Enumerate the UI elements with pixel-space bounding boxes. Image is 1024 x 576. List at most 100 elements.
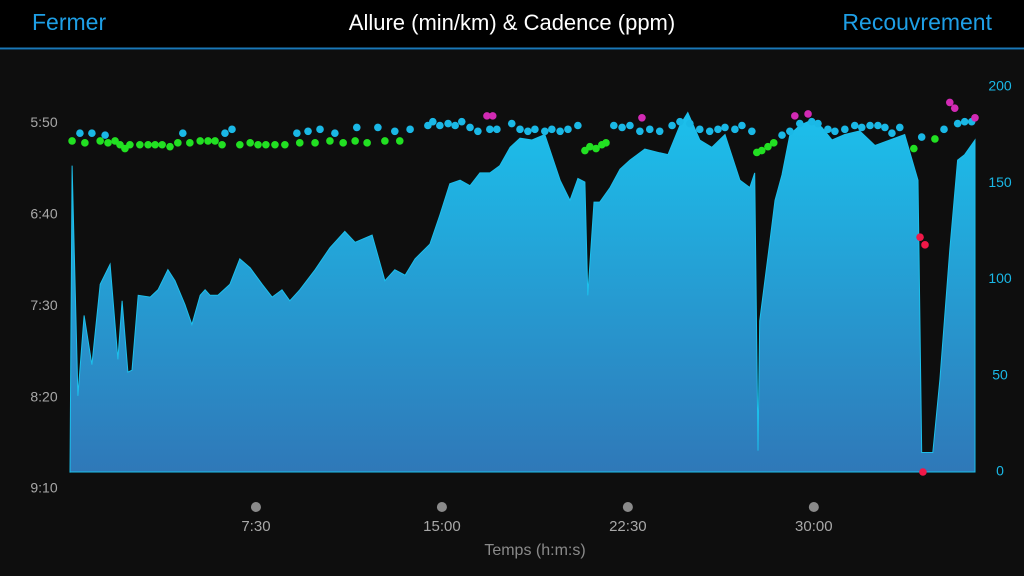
cadence-point [916, 233, 924, 241]
x-tick-dot [808, 502, 819, 512]
cadence-point [586, 142, 594, 151]
cadence-point [395, 137, 404, 145]
cadence-point [483, 112, 491, 120]
cadence-point [524, 127, 532, 136]
cadence-point [574, 121, 582, 130]
cadence-point [174, 139, 182, 147]
cadence-point [104, 139, 112, 147]
cadence-point [293, 129, 301, 137]
cadence-point [474, 127, 482, 136]
cadence-point [721, 123, 729, 132]
cadence-point [953, 119, 962, 128]
cadence-point [391, 127, 399, 136]
cadence-point [507, 119, 516, 128]
cadence-point [136, 140, 144, 149]
y2-tick-label: 50 [992, 366, 1008, 382]
cadence-point [444, 119, 452, 128]
cadence-point [166, 142, 174, 151]
cadence-point [339, 139, 347, 147]
x-tick-label: 30:00 [795, 518, 833, 535]
cadence-point [281, 140, 289, 149]
cadence-point [516, 125, 524, 134]
cadence-point [541, 127, 549, 136]
recovery-button[interactable]: Recouvrement [842, 9, 992, 35]
cadence-point [352, 123, 361, 132]
cadence-point [548, 125, 556, 134]
cadence-point [866, 121, 874, 130]
y-tick-label: 9:10 [30, 480, 57, 496]
cadence-point [76, 129, 84, 137]
cadence-point [931, 135, 939, 143]
y-tick-label: 7:30 [30, 297, 57, 313]
cadence-point [791, 112, 799, 120]
cadence-point [850, 121, 859, 130]
cadence-point [945, 98, 954, 107]
y2-tick-label: 100 [988, 270, 1012, 286]
y-tick-label: 5:50 [30, 114, 57, 130]
cadence-point [96, 137, 104, 145]
x-tick-label: 7:30 [241, 518, 270, 535]
x-tick-dot [250, 502, 261, 512]
cadence-point [101, 131, 109, 139]
plot: 5:50 6:40 7:30 8:20 9:10 0 50 100 150 200 7:30 15:0… [30, 78, 1012, 535]
cadence-point [451, 121, 459, 130]
cadence-point [466, 123, 474, 132]
cadence-point [778, 131, 786, 139]
cadence-point [748, 127, 756, 136]
cadence-point [695, 125, 704, 134]
cadence-point [888, 129, 896, 137]
cadence-point [940, 125, 948, 134]
cadence-point [316, 125, 324, 134]
cadence-point [705, 127, 714, 136]
cadence-point [676, 117, 684, 126]
cadence-point [351, 137, 359, 145]
cadence-point [68, 137, 76, 145]
cadence-point [645, 125, 654, 134]
cadence-point [714, 125, 722, 134]
cadence-point [795, 119, 804, 128]
cadence-point [331, 129, 339, 137]
cadence-point [917, 133, 926, 141]
y-tick-label: 8:20 [30, 388, 57, 404]
cadence-point [919, 468, 927, 476]
cadence-point [254, 140, 262, 149]
x-axis-label: Temps (h:m:s) [484, 542, 585, 559]
cadence-point [971, 114, 979, 122]
cadence-point [211, 137, 219, 145]
cadence-point [531, 125, 539, 134]
cadence-point [326, 137, 334, 145]
cadence-point [950, 104, 959, 112]
cadence-point [88, 129, 96, 137]
cadence-point [126, 140, 134, 149]
cadence-point [857, 123, 866, 132]
cadence-point [295, 139, 304, 147]
cadence-point [921, 241, 929, 249]
cadence-point [429, 117, 437, 126]
cadence-point [841, 125, 849, 134]
cadence-point [738, 121, 746, 130]
close-button[interactable]: Fermer [32, 9, 106, 35]
cadence-point [262, 140, 270, 149]
cadence-point [457, 117, 466, 126]
cadence-point [374, 123, 382, 132]
x-tick-label: 15:00 [423, 518, 461, 535]
cadence-point [486, 125, 494, 134]
x-tick-dot [622, 502, 633, 512]
cadence-point [228, 125, 236, 134]
cadence-point [311, 139, 319, 147]
cadence-point [151, 140, 159, 149]
cadence-point [731, 125, 739, 134]
cadence-point [221, 129, 229, 137]
cadence-point [626, 121, 634, 130]
cadence-point [186, 139, 194, 147]
cadence-point [824, 125, 832, 134]
cadence-point [769, 139, 778, 147]
y2-tick-label: 0 [996, 463, 1004, 479]
cadence-point [204, 137, 212, 145]
cadence-point [757, 146, 766, 155]
cadence-point [381, 137, 389, 145]
cadence-point [218, 140, 226, 149]
cadence-point [592, 144, 600, 153]
